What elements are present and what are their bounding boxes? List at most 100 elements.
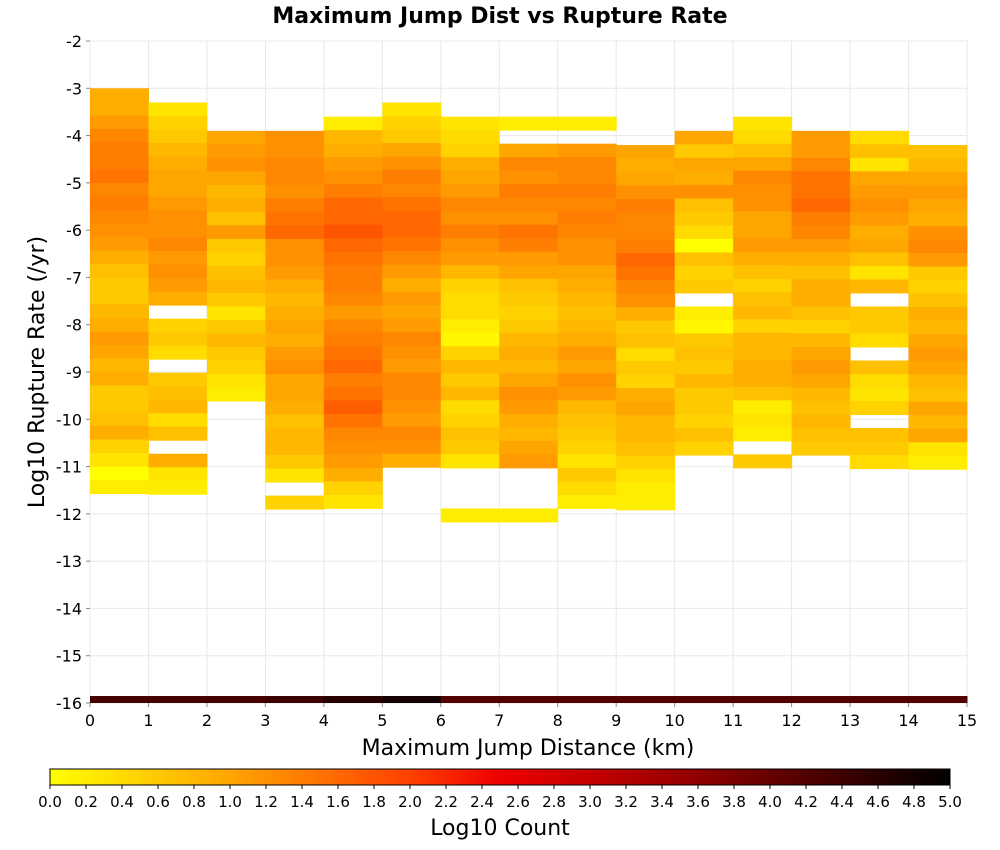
heatmap-cell [440, 238, 500, 253]
heatmap-cell [323, 170, 383, 185]
heatmap-cell [557, 292, 617, 307]
heatmap-cell [499, 359, 559, 374]
y-tick-label: -15 [56, 647, 82, 666]
heatmap-cell [850, 265, 910, 280]
x-axis-ticks: 0 1 2 3 4 5 6 7 8 9 10 11 12 13 14 15 [85, 703, 977, 730]
heatmap-cell [148, 143, 208, 158]
heatmap-cell [499, 278, 559, 293]
heatmap-cell [674, 374, 734, 389]
heatmap-cell [323, 130, 383, 145]
heatmap-cell [733, 197, 793, 212]
heatmap-cell [791, 252, 851, 267]
heatmap-cell [382, 224, 442, 239]
heatmap-cell [674, 225, 734, 240]
heatmap-cell [90, 358, 149, 373]
heatmap-cell [499, 265, 559, 280]
heatmap-cell [674, 346, 734, 362]
heatmap-cell [265, 198, 325, 213]
colorbar-tick-label: 0.8 [182, 793, 206, 811]
heatmap-cell [850, 387, 910, 402]
bottom-band [90, 696, 968, 703]
colorbar-tick-label: 0.4 [110, 793, 134, 811]
heatmap-cell [148, 156, 208, 171]
heatmap-cell [148, 480, 208, 495]
heatmap-cell [674, 428, 734, 443]
heatmap-cell [382, 359, 442, 374]
heatmap-cell [90, 412, 149, 427]
heatmap-cell [265, 306, 325, 321]
heatmap-cell [733, 292, 793, 307]
heatmap-cell [733, 224, 793, 239]
heatmap-cell [791, 319, 851, 334]
heatmap-cell [791, 198, 851, 213]
heatmap-cell [557, 305, 617, 320]
y-tick-label: -16 [56, 694, 82, 713]
heatmap-cell [908, 388, 968, 403]
heatmap-cell [908, 199, 968, 214]
heatmap-cell [90, 426, 149, 441]
heatmap-cell [499, 413, 559, 428]
heatmap-cell [90, 263, 149, 278]
heatmap-cell [499, 224, 559, 239]
band-cell [499, 696, 559, 703]
heatmap-cell [791, 265, 851, 280]
heatmap-cell [382, 156, 442, 171]
heatmap-cell [382, 115, 442, 130]
heatmap-cell [791, 211, 851, 226]
heatmap-cell [148, 291, 208, 306]
heatmap-cell [148, 399, 208, 414]
heatmap-cell [440, 143, 500, 158]
heatmap-cell [265, 265, 325, 280]
heatmap-cell [323, 305, 383, 320]
heatmap-cell [908, 401, 968, 416]
heatmap-cell [90, 385, 149, 400]
heatmap-cell [791, 387, 851, 402]
heatmap-cell [90, 250, 149, 265]
heatmap-cell [733, 319, 793, 334]
heatmap-cell [908, 158, 968, 173]
band-cell [440, 696, 500, 703]
y-axis-label: Log10 Rupture Rate (/yr) [25, 236, 50, 508]
heatmap-cell [440, 427, 500, 442]
heatmap-cell [206, 252, 266, 267]
heatmap-cell [323, 184, 383, 199]
heatmap-cell [440, 278, 500, 293]
heatmap-cell [733, 130, 793, 145]
band-cell [90, 696, 149, 703]
heatmap-cell [908, 266, 968, 281]
heatmap-cell [557, 319, 617, 334]
heatmap-cell [323, 413, 383, 428]
heatmap-cell [908, 253, 968, 268]
heatmap-cell [733, 143, 793, 158]
heatmap-cell [557, 265, 617, 280]
x-tick-label: 1 [143, 711, 153, 730]
heatmap-cell [382, 183, 442, 198]
x-tick-label: 9 [611, 711, 621, 730]
y-tick-label: -12 [56, 505, 82, 524]
heatmap-cell [382, 237, 442, 252]
heatmap-cell [90, 344, 149, 359]
heatmap-cell [557, 278, 617, 293]
heatmap-cell [791, 184, 851, 199]
heatmap-cell [323, 494, 383, 509]
x-tick-label: 4 [319, 711, 329, 730]
heatmap-cell [733, 184, 793, 199]
heatmap-cell [90, 331, 149, 346]
heatmap-cell [90, 399, 149, 414]
band-cell [733, 696, 793, 703]
heatmap-cell [265, 211, 325, 226]
heatmap-cell [206, 157, 266, 172]
heatmap-cell [90, 290, 149, 305]
band-cell [148, 696, 208, 703]
heatmap-cell [440, 197, 500, 212]
heatmap-cell [616, 334, 676, 349]
heatmap-cell [616, 172, 676, 187]
heatmap-cell [674, 171, 734, 186]
heatmap-cell [791, 225, 851, 240]
heatmap-cell [382, 305, 442, 320]
heatmap-cell [850, 171, 910, 186]
heatmap-cell [791, 333, 851, 348]
heatmap-cell [557, 157, 617, 172]
colorbar-tick-label: 4.2 [794, 793, 818, 811]
heatmap-cell [382, 102, 442, 117]
